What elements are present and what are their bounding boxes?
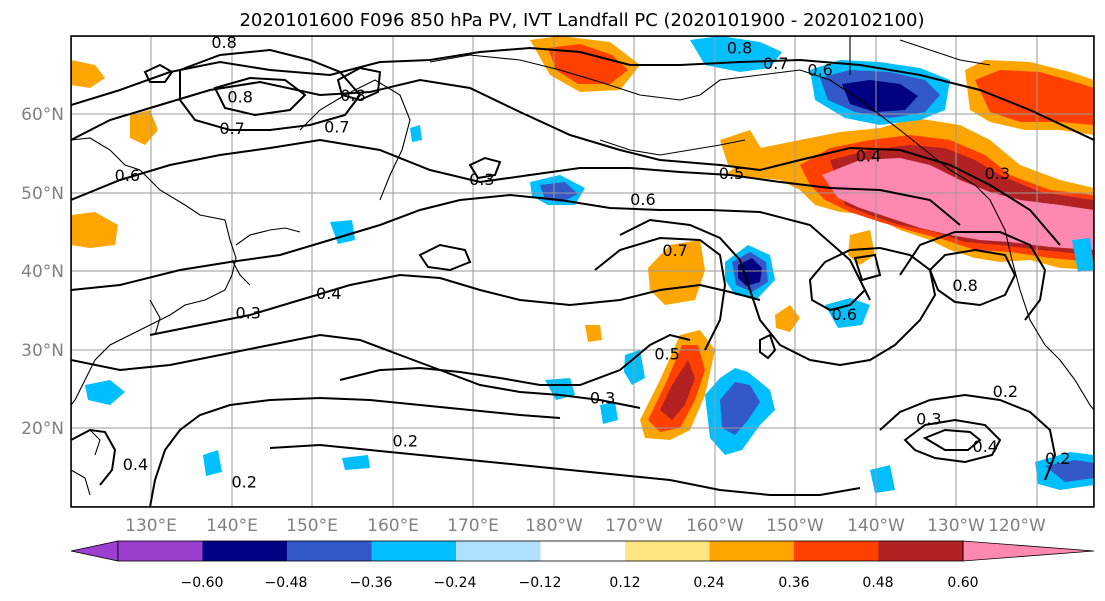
map-title: 2020101600 F096 850 hPa PV, IVT Landfall… <box>239 10 924 31</box>
lon-label: 170°E <box>447 516 499 536</box>
colorbar-segment <box>794 541 879 561</box>
colorbar-tick: 0.36 <box>778 575 809 591</box>
lat-label: 40°N <box>21 262 64 282</box>
lon-label: 120°W <box>988 516 1046 536</box>
contour-label: 0.3 <box>235 304 260 323</box>
contour-label: 0.3 <box>916 410 941 429</box>
colorbar-frame <box>117 540 964 562</box>
contour-label: 0.6 <box>832 305 857 324</box>
contour-label: 0.7 <box>219 119 244 138</box>
colorbar-tick-labels: −0.60 −0.48 −0.36 −0.24 −0.12 0.12 0.24 … <box>181 575 979 591</box>
lon-label: 160°E <box>367 516 419 536</box>
lon-label: 140°E <box>206 516 258 536</box>
colorbar-tick: −0.12 <box>519 575 562 591</box>
colorbar-tick: −0.60 <box>181 575 224 591</box>
contour-label: 0.4 <box>123 455 148 474</box>
lat-axis-labels: 60°N 50°N 40°N 30°N 20°N <box>21 105 64 439</box>
lon-label: 140°W <box>847 516 905 536</box>
lon-label: 130°W <box>927 516 985 536</box>
contour-label: 0.6 <box>115 166 140 185</box>
contour-label: 0.2 <box>393 432 418 451</box>
contour-label: 0.3 <box>590 388 615 407</box>
contour-label: 0.6 <box>630 190 655 209</box>
colorbar-tick: 0.24 <box>693 575 724 591</box>
contour-label: 0.6 <box>807 60 832 79</box>
contour-label: 0.7 <box>662 241 687 260</box>
colorbar-segment <box>202 541 288 561</box>
colorbar-segment <box>540 541 626 561</box>
contour-label: 0.5 <box>654 344 679 363</box>
colorbar-extend-low <box>70 540 119 562</box>
lon-label: 180°W <box>525 516 583 536</box>
lat-label: 30°N <box>21 341 64 361</box>
contour-label: 0.8 <box>227 88 252 107</box>
contour-label: 0.2 <box>231 472 256 491</box>
contour-label: 0.7 <box>324 118 349 137</box>
lon-label: 130°E <box>125 516 177 536</box>
colorbar-tick: −0.24 <box>434 575 477 591</box>
map-area: 0.8 0.8 0.7 0.7 0.8 0.6 0.3 0.5 0.6 0.4 0.3 0.8 0.7 0… <box>71 33 1094 507</box>
contour-label: 0.2 <box>993 382 1018 401</box>
coastlines <box>71 36 1094 496</box>
lon-axis-labels: 130°E 140°E 150°E 160°E 170°E 180°W 170°… <box>125 516 1046 536</box>
contour-label: 0.8 <box>727 38 752 57</box>
colorbar-tick: −0.48 <box>265 575 308 591</box>
colorbar-segment <box>118 541 203 561</box>
lon-label: 160°W <box>686 516 744 536</box>
lat-label: 50°N <box>21 184 64 204</box>
colorbar-tick: 0.12 <box>609 575 640 591</box>
colorbar-segments <box>70 540 1095 562</box>
contour-label: 0.5 <box>719 164 744 183</box>
contour-label-layer: 0.8 0.8 0.7 0.7 0.8 0.6 0.3 0.5 0.6 0.4 0.3 0.8 0.7 0… <box>115 33 1071 491</box>
colorbar-segment <box>878 541 964 561</box>
contour-label: 0.8 <box>340 86 365 105</box>
contour-label: 0.4 <box>856 147 881 166</box>
lat-label: 60°N <box>21 105 64 125</box>
contour-label: 0.4 <box>316 284 341 303</box>
lon-label: 150°W <box>766 516 824 536</box>
contour-label: 0.3 <box>985 164 1010 183</box>
colorbar-segment <box>287 541 372 561</box>
contour-label: 0.3 <box>469 170 494 189</box>
colorbar-segment <box>709 541 795 561</box>
colorbar-tick: 0.48 <box>862 575 893 591</box>
contour-label: 0.4 <box>973 437 998 456</box>
contour-label: 0.8 <box>952 276 977 295</box>
contour-label: 0.2 <box>1045 449 1070 468</box>
pv-contours <box>71 46 1094 507</box>
colorbar-tick: −0.36 <box>350 575 393 591</box>
colorbar-segment <box>625 541 710 561</box>
contour-label: 0.7 <box>763 54 788 73</box>
colorbar: −0.60 −0.48 −0.36 −0.24 −0.12 0.12 0.24 … <box>70 540 1095 591</box>
contour-label: 0.8 <box>211 33 236 52</box>
map-frame <box>70 35 1095 508</box>
colorbar-segment <box>456 541 541 561</box>
lon-label: 150°E <box>286 516 338 536</box>
colorbar-segment <box>371 541 457 561</box>
colorbar-tick: 0.60 <box>947 575 978 591</box>
lat-label: 20°N <box>21 419 64 439</box>
colorbar-extend-high <box>962 540 1095 562</box>
lon-label: 170°W <box>605 516 663 536</box>
